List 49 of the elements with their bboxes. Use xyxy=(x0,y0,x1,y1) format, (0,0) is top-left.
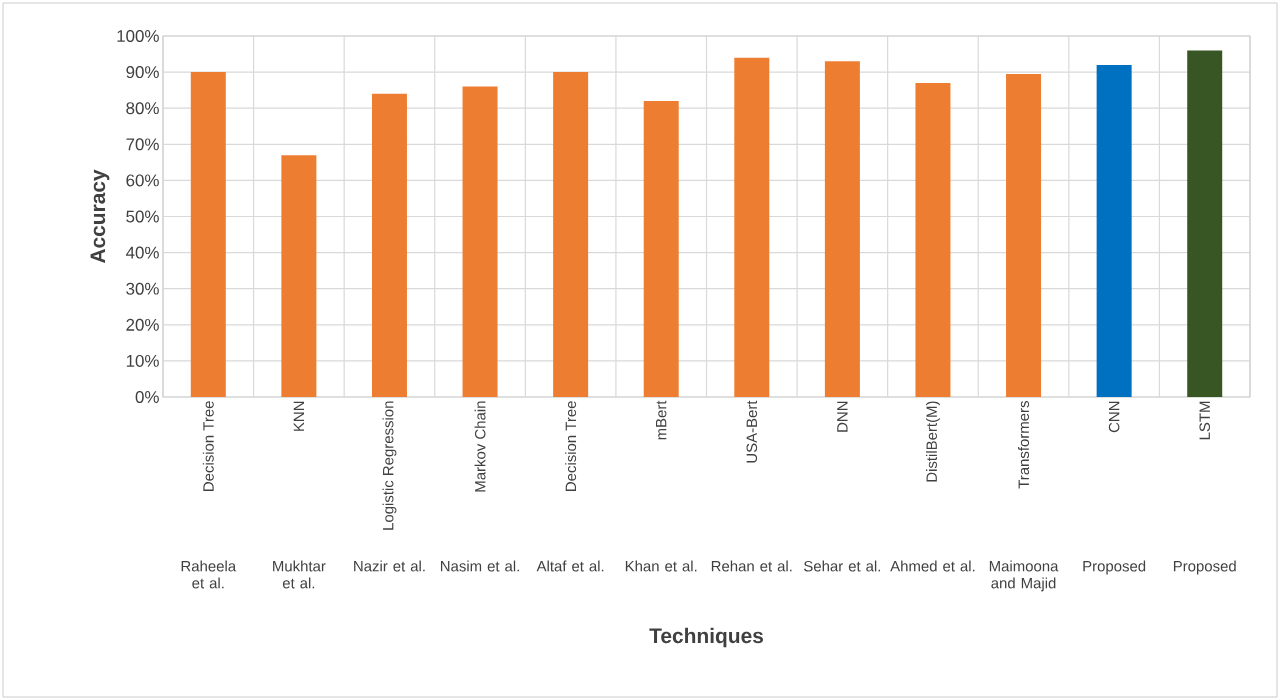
bar xyxy=(190,72,226,397)
y-tick-label: 100% xyxy=(117,30,159,42)
bar xyxy=(462,86,498,397)
bar xyxy=(1096,64,1132,397)
y-tick-label: 80% xyxy=(126,102,159,115)
text: Altaf et al. xyxy=(536,560,604,572)
x-tick-label: LSTM xyxy=(1199,401,1210,440)
text: Proposed xyxy=(1083,560,1146,575)
text: Mukhtar et al. xyxy=(273,560,326,589)
bar xyxy=(824,61,860,397)
y-tick-label: 40% xyxy=(125,246,159,259)
bar xyxy=(643,100,679,397)
x-tick-label: Decision Tree xyxy=(202,401,214,491)
bar xyxy=(371,93,407,397)
x-tick-label: Markov Chain xyxy=(474,401,486,492)
x-tick-label: CNN xyxy=(1108,401,1120,433)
text: Nazir et al. xyxy=(354,560,425,572)
bar xyxy=(1006,73,1042,397)
y-tick-label: 20% xyxy=(126,318,159,331)
text: Raheela et al. xyxy=(181,560,237,589)
text: Sehar et al. xyxy=(804,560,881,572)
y-tick-label: 60% xyxy=(126,174,159,187)
x-tick-label: Decision Tree xyxy=(565,401,577,491)
y-tick-label: 90% xyxy=(126,66,159,79)
text: Ahmed et al. xyxy=(890,560,975,572)
x-tick-label: USA-Bert xyxy=(746,400,758,463)
bar xyxy=(915,82,951,397)
x-tick-label: DNN xyxy=(837,401,848,432)
x-tick-label: KNN xyxy=(293,401,305,431)
x-tick-label: Transformers xyxy=(1018,401,1030,489)
bar xyxy=(734,57,770,397)
x-tick-label: Logistic Regression xyxy=(382,401,397,530)
bar xyxy=(1187,50,1223,397)
bar xyxy=(281,155,317,397)
text: Rehan et al. xyxy=(711,560,792,572)
text: Khan et al. xyxy=(625,560,697,572)
y-tick-label: 30% xyxy=(126,282,159,295)
text: Proposed xyxy=(1173,560,1236,575)
y-tick-label: 50% xyxy=(126,210,159,223)
y-tick-label: 70% xyxy=(126,138,159,151)
text: Maimoona and Majid xyxy=(989,560,1059,592)
y-axis-title: Accuracy xyxy=(90,169,110,264)
x-tick-label: DistilBert(M) xyxy=(926,401,940,482)
y-tick-label: 0% xyxy=(135,391,159,403)
y-tick-label: 10% xyxy=(126,354,159,367)
x-axis-title: Techniques xyxy=(649,627,764,648)
x-tick-label: mBert xyxy=(656,400,667,440)
bar xyxy=(553,72,589,397)
text: Nasim et al. xyxy=(440,560,519,572)
